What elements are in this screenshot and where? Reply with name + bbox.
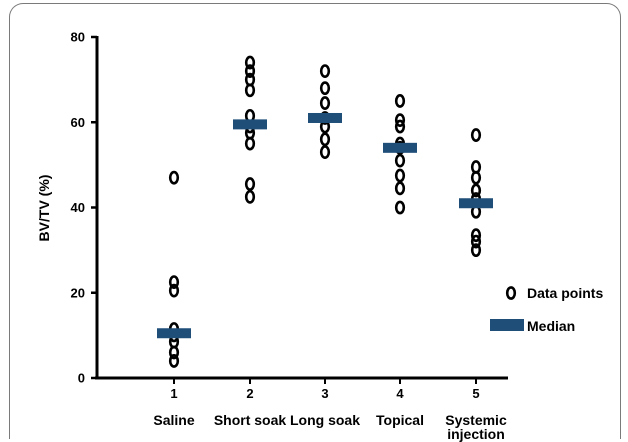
category-label: Topical: [376, 412, 424, 428]
x-tick-label: 5: [472, 386, 479, 401]
data-point: [394, 200, 406, 215]
median-bar: [157, 328, 191, 339]
data-points: [168, 55, 482, 368]
category-labels: Saline Short soak Long soak Topical Systemic…: [153, 412, 507, 442]
axes: [95, 36, 508, 380]
data-point: [470, 170, 482, 185]
legend-label-data-points: Data points: [527, 285, 603, 301]
data-point: [394, 119, 406, 134]
median-bar: [233, 119, 267, 130]
data-point: [319, 145, 331, 159]
x-tick-label: 2: [246, 386, 253, 401]
median-bar: [459, 198, 493, 209]
data-point: [470, 228, 482, 243]
data-point: [244, 55, 256, 70]
y-tick-label: 20: [71, 285, 85, 300]
legend-marker-data-points: [505, 286, 517, 300]
data-point: [319, 81, 331, 96]
data-point: [319, 64, 331, 78]
data-point: [319, 96, 331, 110]
data-point: [244, 83, 256, 98]
data-point: [244, 64, 256, 78]
data-point: [470, 128, 482, 142]
median-bar: [383, 142, 417, 153]
data-point: [168, 170, 180, 185]
data-point: [394, 168, 406, 183]
legend-marker-median: [490, 319, 524, 331]
y-tick-label: 80: [71, 30, 85, 45]
median-bars: [157, 112, 493, 339]
data-point: [168, 275, 180, 289]
category-label: Short soak: [214, 412, 287, 428]
y-axis-label: BV/TV (%): [36, 175, 52, 242]
y-ticks: 0 20 40 60 80: [71, 30, 97, 386]
y-tick-label: 60: [71, 115, 85, 130]
data-point: [394, 181, 406, 196]
data-point: [470, 243, 482, 258]
x-tick-label: 4: [396, 386, 404, 401]
data-point: [470, 183, 482, 198]
data-point: [244, 177, 256, 191]
x-tick-label: 3: [321, 386, 328, 401]
data-point: [394, 94, 406, 108]
chart-frame: [9, 3, 621, 439]
y-tick-label: 40: [71, 200, 85, 215]
legend: Data points Median: [490, 285, 603, 334]
median-bar: [308, 112, 342, 123]
data-point: [470, 234, 482, 249]
category-label: Systemic injection: [445, 412, 507, 442]
data-point: [168, 283, 180, 298]
legend-label-median: Median: [527, 318, 575, 334]
data-point: [394, 153, 406, 168]
data-point: [319, 132, 331, 147]
data-point: [244, 189, 256, 204]
data-point: [244, 136, 256, 151]
x-tick-label: 1: [170, 386, 177, 401]
data-point: [168, 345, 180, 360]
data-point: [168, 354, 180, 368]
y-tick-label: 0: [78, 371, 85, 386]
category-label: Saline: [153, 412, 194, 428]
data-point: [394, 113, 406, 128]
x-ticks: 1 2 3 4 5: [170, 378, 480, 401]
category-label: Long soak: [290, 412, 360, 428]
